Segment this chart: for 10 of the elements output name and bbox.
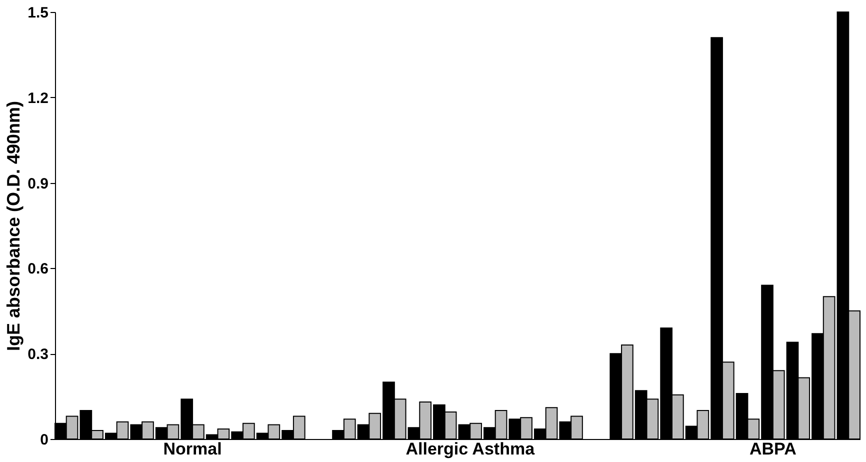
x-tick-label: Normal bbox=[163, 440, 222, 458]
x-tick-label: Allergic Asthma bbox=[406, 440, 536, 458]
y-tick-label: 0.9 bbox=[28, 175, 48, 192]
y-axis-title: IgE absorbance (O.D. 490nm) bbox=[4, 100, 24, 352]
y-tick-label: 1.2 bbox=[28, 90, 48, 107]
y-tick-label: 1.5 bbox=[28, 4, 48, 22]
x-tick-label: ABPA bbox=[749, 440, 796, 458]
y-tick-label: 0.3 bbox=[28, 346, 48, 364]
y-tick-label: 0 bbox=[40, 432, 48, 448]
y-tick-label: 0.6 bbox=[28, 260, 48, 278]
